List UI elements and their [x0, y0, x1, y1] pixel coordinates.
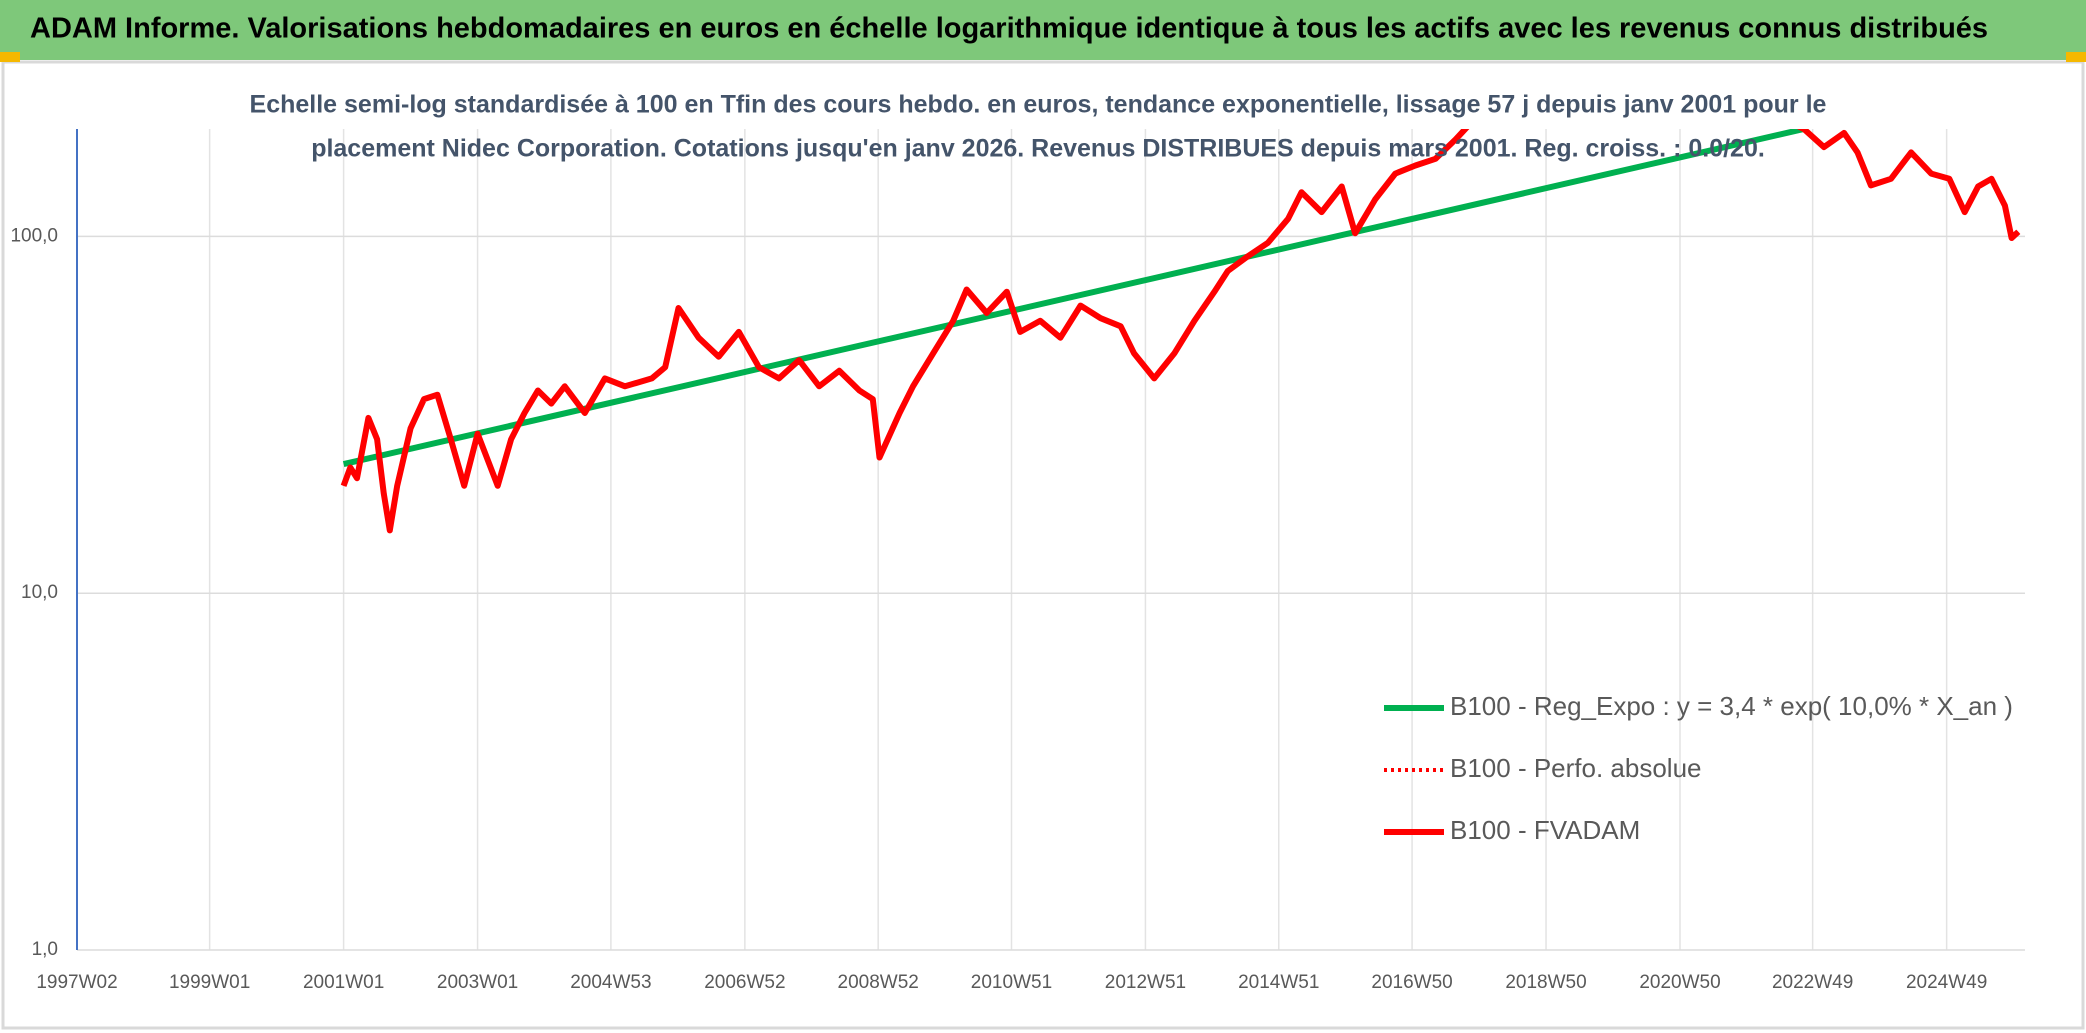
y-tick-label: 1,0 — [32, 939, 58, 960]
x-tick-label: 1997W02 — [36, 972, 117, 993]
corner — [0, 52, 20, 62]
x-tick-label: 2020W50 — [1639, 972, 1720, 993]
y-tick-label: 100,0 — [10, 225, 58, 246]
frame — [1, 60, 2085, 1030]
series-line — [340, 129, 2021, 534]
legend-label: B100 - Reg_Expo : y = 3,4 * exp( 10,0% *… — [1450, 691, 2013, 721]
x-tick-label: 1999W01 — [169, 972, 250, 993]
x-tick-label: 2010W51 — [971, 972, 1052, 993]
x-tick-label: 2006W52 — [704, 972, 785, 993]
corner — [2066, 52, 2086, 62]
x-tick-label: 2022W49 — [1772, 972, 1853, 993]
x-tick-label: 2014W51 — [1238, 972, 1319, 993]
x-tick-label: 2004W53 — [570, 972, 651, 993]
x-tick-label: 2012W51 — [1105, 972, 1186, 993]
x-tick-label: 2001W01 — [303, 972, 384, 993]
legend-label: B100 - Perfo. absolue — [1450, 753, 1702, 783]
legend-label: B100 - FVADAM — [1450, 815, 1640, 845]
title-bar — [0, 0, 2086, 60]
x-tick-label: 2018W50 — [1505, 972, 1586, 993]
subtitle: placement Nidec Corporation. Cotations j… — [311, 135, 1765, 163]
x-tick-label: 2003W01 — [437, 972, 518, 993]
x-tick-label: 2024W49 — [1906, 972, 1987, 993]
x-tick-label: 2008W52 — [838, 972, 919, 993]
plot: 1997W02 1999W01 2001W01 2003W01 2004W53 2006W… — [10, 129, 2025, 993]
x-tick-label: 2016W50 — [1371, 972, 1452, 993]
chart-title: ADAM Informe. Valorisations hebdomadaire… — [30, 13, 1988, 45]
subtitle: Echelle semi-log standardisée à 100 en T… — [250, 91, 1827, 119]
y-tick-label: 10,0 — [21, 582, 58, 603]
